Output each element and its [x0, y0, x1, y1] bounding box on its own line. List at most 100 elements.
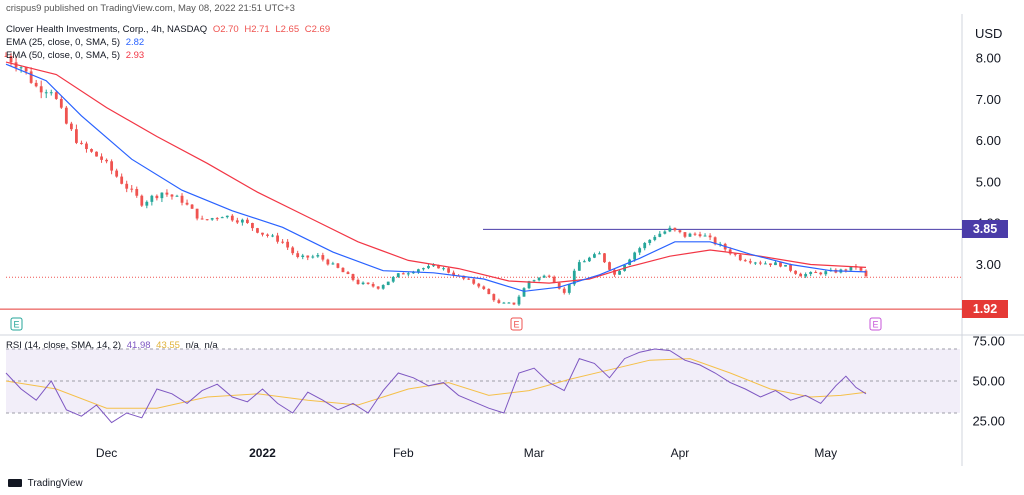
candle-body	[422, 268, 425, 270]
candle	[356, 278, 360, 285]
candle-body	[864, 270, 868, 277]
candle-body	[472, 279, 476, 284]
candle-body	[708, 235, 712, 238]
rsi-ma-line[interactable]	[5, 358, 867, 409]
candle	[205, 219, 209, 221]
candle-body	[638, 248, 642, 253]
ema50-legend[interactable]: EMA (50, close, 0, SMA, 5) 2.93	[6, 50, 144, 61]
candle	[748, 258, 752, 265]
rsi-tick-label: 25.00	[972, 414, 1005, 429]
candle-body	[381, 285, 385, 289]
candle	[819, 271, 823, 276]
candle-body	[406, 273, 410, 275]
candle-body	[366, 282, 370, 284]
candle	[663, 230, 667, 235]
candle	[708, 233, 712, 241]
candle	[794, 270, 797, 275]
candle-body	[220, 217, 224, 219]
earnings-marker[interactable]: E	[869, 317, 882, 331]
candle	[582, 259, 586, 263]
ema25-legend[interactable]: EMA (25, close, 0, SMA, 5) 2.82	[6, 37, 144, 48]
currency-label[interactable]: USD	[975, 26, 1003, 41]
candle	[542, 274, 546, 278]
candle-body	[738, 254, 742, 261]
tradingview-brand[interactable]: TradingView	[8, 478, 83, 489]
candle	[487, 288, 491, 295]
candle-body	[522, 288, 526, 297]
candle-body	[230, 215, 234, 221]
candle-body	[527, 281, 531, 289]
candle	[135, 186, 139, 198]
candle	[477, 282, 481, 289]
candle-body	[110, 161, 114, 171]
ema25-legend-label: EMA (25, close, 0, SMA, 5)	[6, 37, 121, 48]
candle-body	[391, 276, 395, 282]
candle-body	[235, 220, 239, 223]
candle-body	[487, 288, 491, 295]
candle-body	[351, 274, 355, 280]
candle	[185, 199, 189, 206]
candle-body	[663, 231, 667, 234]
candle	[125, 180, 129, 193]
candle	[220, 216, 224, 219]
earnings-marker[interactable]: E	[10, 317, 23, 331]
candle-body	[784, 264, 787, 267]
candle	[251, 222, 254, 231]
candle	[668, 225, 672, 233]
earnings-markers[interactable]: E E E	[10, 317, 882, 331]
candle	[688, 232, 692, 237]
candle-body	[180, 195, 184, 203]
price-tick-label: 7.00	[976, 92, 1001, 107]
candle	[738, 253, 742, 262]
candle-body	[120, 176, 124, 184]
candle-body	[80, 142, 83, 144]
candle	[215, 217, 219, 221]
candle	[678, 230, 682, 234]
svg-text:E: E	[513, 320, 519, 330]
ohlc-low: L2.65	[275, 24, 300, 35]
earnings-marker[interactable]: E	[510, 317, 523, 331]
candle	[311, 254, 315, 259]
candle	[769, 263, 772, 267]
candle	[643, 241, 647, 251]
candle	[306, 255, 310, 261]
candle	[758, 260, 762, 266]
candle-body	[572, 270, 576, 285]
candle	[286, 239, 290, 250]
ema50-line[interactable]	[5, 61, 867, 284]
price-tick-label: 8.00	[976, 51, 1001, 66]
candle-body	[633, 252, 637, 260]
svg-text:E: E	[872, 320, 878, 330]
rsi-line[interactable]	[5, 348, 867, 424]
candle-body	[251, 222, 254, 229]
candle-body	[547, 275, 551, 277]
candle	[301, 253, 305, 260]
candle-body	[125, 183, 129, 189]
candle-body	[361, 282, 365, 285]
candle	[59, 96, 63, 109]
candle	[804, 272, 808, 279]
candle	[482, 285, 486, 290]
candle-body	[371, 283, 375, 287]
candle	[562, 286, 566, 295]
price-axis-labels: 8.007.006.005.004.003.00	[976, 51, 1001, 273]
candles-group[interactable]	[4, 52, 868, 306]
candle-body	[200, 218, 204, 220]
candle	[396, 272, 400, 278]
candle	[160, 192, 164, 203]
candle-body	[4, 55, 8, 57]
ohlc-close: C2.69	[304, 24, 331, 35]
candle	[567, 284, 571, 295]
rsi-legend[interactable]: RSI (14, close, SMA, 14, 2) 41.98 43.55 …	[6, 340, 218, 351]
candle-body	[246, 219, 249, 223]
candle-body	[19, 67, 23, 69]
candle-body	[150, 195, 154, 202]
symbol-title[interactable]: Clover Health Investments, Corp., 4h, NA…	[6, 24, 208, 35]
candle-body	[532, 280, 536, 282]
candle-body	[688, 233, 692, 237]
candle	[346, 270, 350, 275]
ema25-line[interactable]	[5, 63, 867, 292]
candle	[648, 239, 652, 246]
candle-body	[296, 253, 300, 257]
